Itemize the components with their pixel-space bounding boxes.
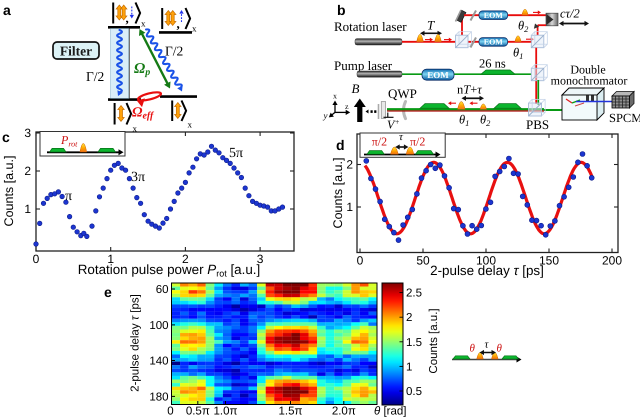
svg-text:2: 2 [406, 312, 412, 324]
svg-text:Filter: Filter [60, 43, 92, 58]
svg-text:200: 200 [602, 254, 622, 268]
svg-text:100: 100 [476, 254, 496, 268]
svg-text:θ [rad]: θ [rad] [374, 406, 406, 418]
svg-text:2: 2 [24, 164, 31, 178]
svg-text:0: 0 [357, 254, 364, 268]
svg-text:x: x [333, 92, 337, 101]
svg-text:b: b [337, 2, 346, 18]
svg-text:50: 50 [416, 254, 430, 268]
svg-text:3: 3 [257, 252, 264, 266]
svg-text:x: x [141, 19, 146, 29]
svg-text:monochromator: monochromator [551, 74, 628, 88]
svg-text:d: d [336, 137, 345, 153]
svg-text:2-pulse delay τ [ps]: 2-pulse delay τ [ps] [130, 294, 142, 392]
svg-text:EOM: EOM [484, 11, 504, 20]
svg-text:θ: θ [497, 343, 503, 355]
svg-text:Ωp: Ωp [134, 61, 150, 78]
svg-text:1.5: 1.5 [406, 337, 422, 349]
svg-text:τ: τ [485, 339, 490, 351]
svg-text:,: , [177, 16, 180, 31]
svg-text:Γ/2: Γ/2 [165, 44, 183, 59]
svg-text:1.0π: 1.0π [214, 406, 238, 418]
svg-text:Rotation laser: Rotation laser [334, 19, 407, 34]
svg-text:0.5π: 0.5π [186, 406, 210, 418]
svg-text:Counts [a.u.]: Counts [a.u.] [331, 158, 345, 229]
svg-text:2: 2 [182, 252, 189, 266]
svg-text:θ2: θ2 [518, 19, 529, 35]
svg-text:1: 1 [406, 361, 412, 373]
svg-text:26 ns: 26 ns [479, 57, 506, 71]
svg-text:100: 100 [149, 320, 168, 332]
svg-text:y: y [323, 111, 328, 121]
svg-text:SPCM: SPCM [609, 111, 640, 125]
svg-text:0: 0 [33, 252, 40, 266]
svg-text:150: 150 [539, 254, 559, 268]
svg-text:π: π [65, 189, 72, 204]
svg-text:1: 1 [107, 252, 114, 266]
svg-text:0.5: 0.5 [406, 386, 422, 398]
svg-text:nT+τ: nT+τ [457, 83, 482, 97]
svg-text:5π: 5π [229, 146, 243, 161]
svg-text:2: 2 [346, 158, 353, 172]
svg-text:2.0π: 2.0π [332, 406, 356, 418]
svg-text:Γ/2: Γ/2 [86, 69, 104, 84]
svg-text:Pump laser: Pump laser [334, 58, 393, 73]
svg-text:Counts [a.u.]: Counts [a.u.] [428, 308, 440, 373]
svg-text:2-pulse delay τ [ps]: 2-pulse delay τ [ps] [430, 263, 544, 278]
svg-text:π/2: π/2 [372, 135, 387, 149]
svg-text:180: 180 [149, 391, 168, 403]
svg-text:Prot: Prot [60, 133, 78, 149]
svg-text:θ1: θ1 [459, 113, 469, 129]
svg-text:1: 1 [24, 202, 31, 216]
svg-text:c: c [2, 129, 10, 145]
svg-text:1.5π: 1.5π [279, 406, 303, 418]
svg-text:Rotation pulse power Prot [a.u: Rotation pulse power Prot [a.u.] [78, 262, 260, 279]
svg-text:x: x [133, 124, 138, 134]
svg-text:QWP: QWP [388, 86, 417, 101]
svg-text:140: 140 [149, 356, 168, 368]
svg-text:Double: Double [570, 63, 605, 77]
svg-text:θ2: θ2 [480, 113, 491, 129]
svg-text:Ωeff: Ωeff [132, 106, 155, 122]
svg-text:z: z [345, 102, 349, 111]
svg-text:π/2: π/2 [410, 135, 425, 149]
svg-text:θ1: θ1 [513, 46, 523, 62]
svg-text:PBS: PBS [526, 117, 549, 132]
svg-text:3π: 3π [131, 170, 145, 185]
svg-text:τ: τ [399, 131, 404, 143]
svg-text:EOM: EOM [484, 38, 504, 47]
svg-text:0: 0 [167, 406, 173, 418]
svg-text:T: T [427, 18, 435, 33]
svg-text:e: e [104, 284, 112, 300]
svg-text:x: x [188, 120, 193, 130]
svg-text:Counts [a.u.]: Counts [a.u.] [2, 156, 16, 227]
svg-text:a: a [3, 2, 11, 18]
svg-text:B: B [352, 81, 360, 96]
svg-text:V+: V+ [387, 118, 400, 132]
svg-text:1: 1 [346, 200, 353, 214]
svg-text:3: 3 [24, 126, 31, 140]
svg-text:,: , [126, 11, 129, 26]
svg-text:2.5: 2.5 [406, 288, 422, 300]
svg-text:cτ/2: cτ/2 [560, 7, 580, 21]
svg-text:θ: θ [470, 343, 476, 355]
svg-text:EOM: EOM [427, 70, 449, 80]
svg-text:60: 60 [156, 284, 169, 296]
svg-text:x: x [192, 24, 197, 34]
